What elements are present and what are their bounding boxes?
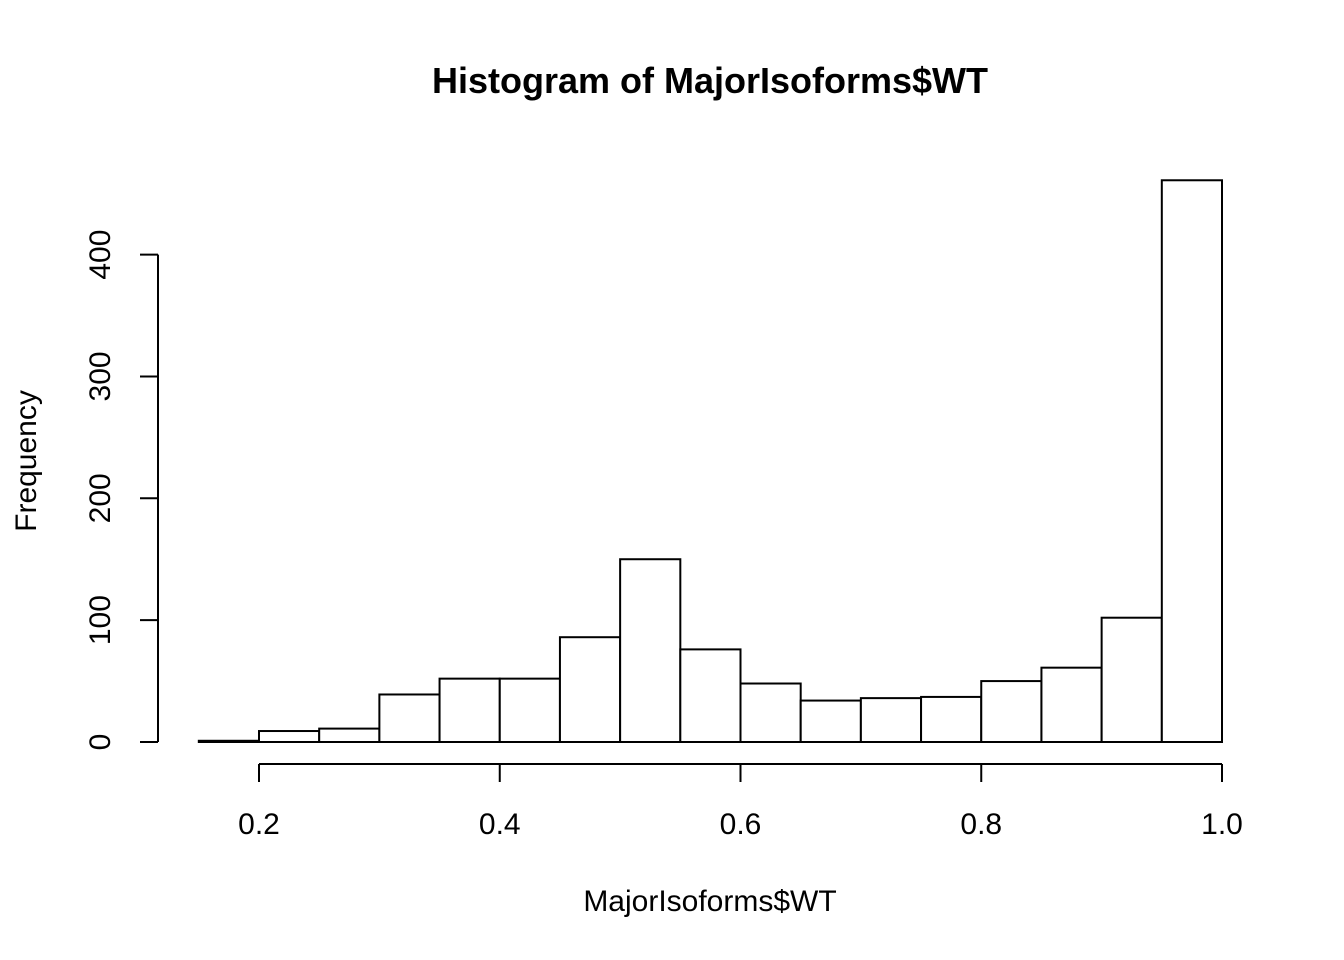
histogram-bar <box>980 680 1043 744</box>
histogram-bar <box>498 677 561 744</box>
histogram-bar <box>619 558 682 743</box>
histogram-bar <box>799 699 862 744</box>
y-tick-label: 100 <box>84 595 117 645</box>
histogram-bar <box>739 682 802 744</box>
x-tick-label: 0.8 <box>960 808 1002 841</box>
histogram-bar <box>920 695 983 743</box>
histogram-bar <box>679 648 742 744</box>
chart-title: Histogram of MajorIsoforms$WT <box>432 60 988 101</box>
histogram-bar <box>1160 179 1224 743</box>
histogram-bar <box>258 730 321 744</box>
x-tick-label: 0.6 <box>720 808 762 841</box>
x-axis: 0.2 0.4 0.6 0.8 1.0 <box>238 763 1243 841</box>
histogram-bar <box>378 693 441 743</box>
y-axis: 0 100 200 300 400 <box>84 230 159 751</box>
y-tick-label: 300 <box>84 351 117 401</box>
x-axis-label: MajorIsoforms$WT <box>583 885 836 918</box>
y-tick-label: 400 <box>84 230 117 280</box>
bars-group <box>197 179 1224 744</box>
x-tick-label: 0.4 <box>479 808 521 841</box>
y-axis-label: Frequency <box>10 390 43 532</box>
y-tick-label: 0 <box>84 734 117 751</box>
histogram-bar <box>1040 666 1103 743</box>
histogram-bar <box>859 697 923 744</box>
histogram-bar <box>1100 616 1163 744</box>
x-tick-label: 0.2 <box>238 808 280 841</box>
histogram-bar <box>438 677 501 744</box>
x-tick-label: 1.0 <box>1201 808 1243 841</box>
histogram-bar <box>197 739 260 744</box>
histogram-bar <box>318 727 381 743</box>
y-tick-label: 200 <box>84 473 117 523</box>
histogram-bar <box>558 636 622 744</box>
